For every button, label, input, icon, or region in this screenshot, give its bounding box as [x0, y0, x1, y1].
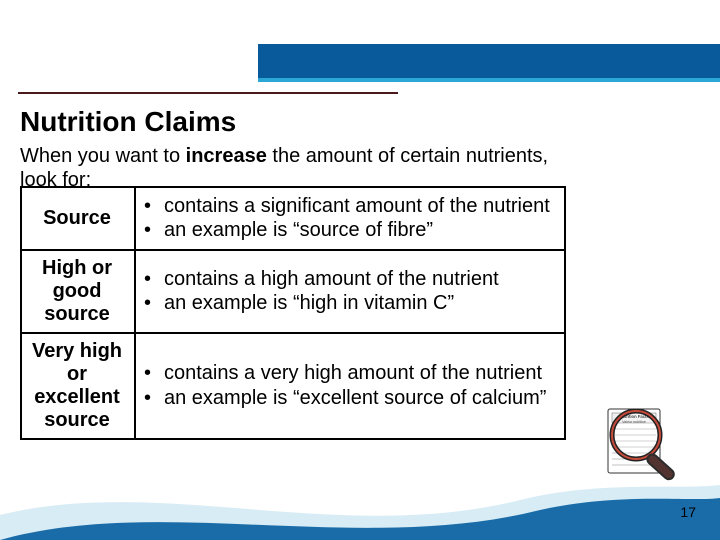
bullet: contains a very high amount of the nutri… [164, 361, 556, 385]
magnifier-icon: Nutrition Facts Valeur nutritive [590, 395, 690, 495]
bullet: contains a significant amount of the nut… [164, 194, 556, 218]
bullet: an example is “high in vitamin C” [164, 291, 556, 315]
row-label: Source [21, 187, 135, 250]
table-row: Very high or excellent source contains a… [21, 333, 565, 439]
bullet: contains a high amount of the nutrient [164, 267, 556, 291]
header-white-band [0, 0, 720, 44]
table-row: High or good source contains a high amou… [21, 250, 565, 333]
row-desc: contains a significant amount of the nut… [135, 187, 565, 250]
intro-strong: increase [186, 145, 267, 167]
row-desc: contains a high amount of the nutrient a… [135, 250, 565, 333]
row-label: High or good source [21, 250, 135, 333]
claims-table: Source contains a significant amount of … [20, 186, 566, 440]
intro-pre: When you want to [20, 145, 186, 167]
bullet: an example is “source of fibre” [164, 218, 556, 242]
intro-text: When you want to increase the amount of … [20, 144, 580, 192]
slide-title: Nutrition Claims [20, 106, 236, 138]
page-number: 17 [680, 504, 696, 520]
row-desc: contains a very high amount of the nutri… [135, 333, 565, 439]
bullet: an example is “excellent source of calci… [164, 386, 556, 410]
title-rule [18, 92, 398, 94]
row-label: Very high or excellent source [21, 333, 135, 439]
header-cyan-line [258, 78, 720, 82]
table-row: Source contains a significant amount of … [21, 187, 565, 250]
header-blue-bar [258, 44, 720, 78]
